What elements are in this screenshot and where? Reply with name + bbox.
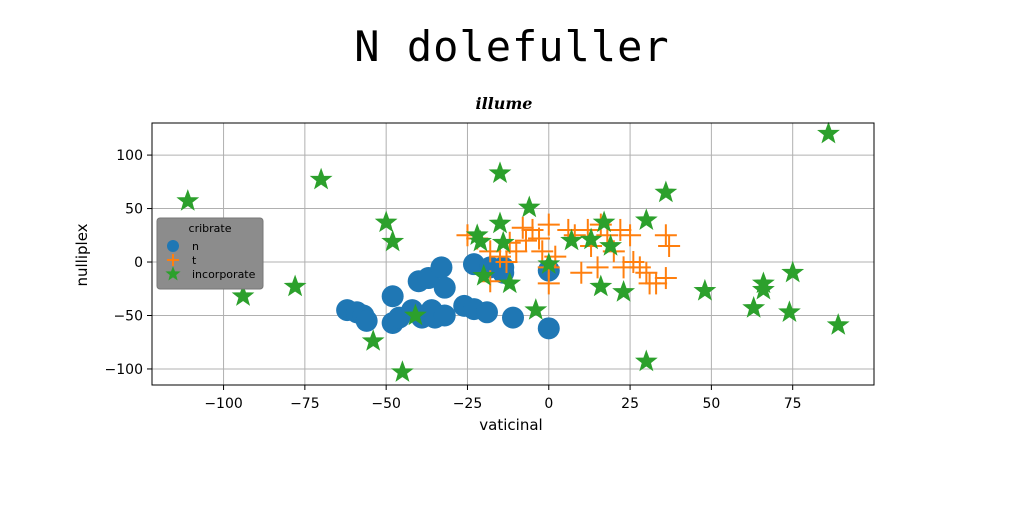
data-point (283, 274, 307, 297)
data-point (693, 278, 717, 301)
data-point (531, 240, 554, 263)
data-point (469, 229, 492, 252)
series-incorporate (176, 121, 850, 382)
data-point (355, 309, 378, 332)
data-points (176, 121, 850, 382)
legend-entry-incorporate: incorporate (192, 268, 256, 281)
data-point (752, 277, 775, 300)
plot-frame (151, 122, 875, 386)
data-point (498, 271, 522, 294)
data-point (634, 208, 658, 231)
legend-entry-t: t (192, 254, 197, 267)
data-point (599, 234, 623, 256)
data-point (472, 263, 496, 286)
data-point (570, 261, 593, 284)
data-point (612, 280, 636, 302)
data-point (430, 256, 453, 279)
data-point (390, 360, 414, 382)
data-point (491, 230, 515, 253)
data-point (635, 261, 658, 284)
data-point (176, 189, 200, 211)
data-point (462, 253, 485, 276)
x-tick-label: −100 (204, 396, 242, 412)
data-point (622, 251, 645, 274)
data-point (778, 300, 801, 323)
data-point (374, 210, 398, 233)
x-tick-label: 50 (702, 396, 720, 412)
data-point (634, 349, 658, 372)
data-point (537, 317, 560, 340)
data-point (609, 218, 632, 241)
series-t (456, 213, 681, 295)
x-axis-ticks: −100 −75 −50 −25 0 25 50 75 (204, 385, 802, 412)
data-point (495, 251, 518, 274)
x-tick-label: −50 (371, 396, 401, 412)
data-point (579, 227, 603, 250)
data-point (475, 301, 498, 324)
data-point (381, 285, 404, 308)
x-axis-label: vaticinal (479, 416, 542, 434)
data-point (537, 272, 560, 295)
data-point (826, 313, 850, 335)
y-tick-label: −100 (105, 362, 143, 378)
data-point (309, 167, 333, 190)
data-point (781, 260, 805, 283)
data-point (528, 227, 551, 250)
data-point (560, 228, 583, 251)
data-point (654, 180, 678, 203)
data-point (742, 296, 766, 318)
data-point (592, 210, 616, 233)
y-axis-label: nulliplex (73, 223, 91, 286)
data-point (488, 161, 512, 183)
legend-box (156, 217, 264, 290)
data-point (231, 284, 255, 306)
x-tick-label: −75 (290, 396, 320, 412)
data-point (619, 224, 642, 247)
data-point (403, 303, 427, 326)
data-point (645, 272, 668, 295)
data-point (502, 306, 524, 329)
data-point (589, 274, 613, 297)
x-tick-label: 75 (784, 396, 802, 412)
data-point (658, 234, 681, 257)
y-tick-label: −50 (113, 308, 143, 324)
data-point (517, 195, 541, 218)
data-point (524, 298, 548, 320)
data-point (654, 224, 677, 247)
data-point (511, 216, 534, 239)
legend-title: cribrate (189, 222, 232, 235)
data-point (537, 252, 561, 274)
data-point (433, 276, 456, 299)
data-point (381, 229, 405, 252)
data-point (628, 256, 651, 279)
chart-subtitle: illume (476, 94, 533, 113)
legend-entry-n: n (192, 240, 199, 253)
data-point (488, 211, 512, 234)
data-point (586, 256, 609, 279)
data-point (537, 213, 560, 236)
data-point (817, 121, 840, 144)
data-point (433, 304, 456, 327)
legend-marker-n (167, 240, 179, 252)
data-point (361, 329, 385, 351)
data-point (515, 229, 538, 252)
legend-marker-t (167, 254, 179, 266)
series-n (336, 253, 560, 340)
y-tick-label: 100 (116, 148, 143, 164)
y-tick-label: 0 (134, 255, 143, 271)
x-tick-label: 25 (621, 396, 639, 412)
y-tick-label: 50 (125, 202, 143, 218)
legend-marker-incorporate (165, 266, 181, 281)
x-tick-label: −25 (453, 396, 483, 412)
data-point (654, 267, 677, 290)
x-tick-label: 0 (544, 396, 553, 412)
y-axis-ticks: −100 −50 0 50 100 (105, 148, 152, 378)
page-title: N dolefuller (354, 22, 670, 71)
